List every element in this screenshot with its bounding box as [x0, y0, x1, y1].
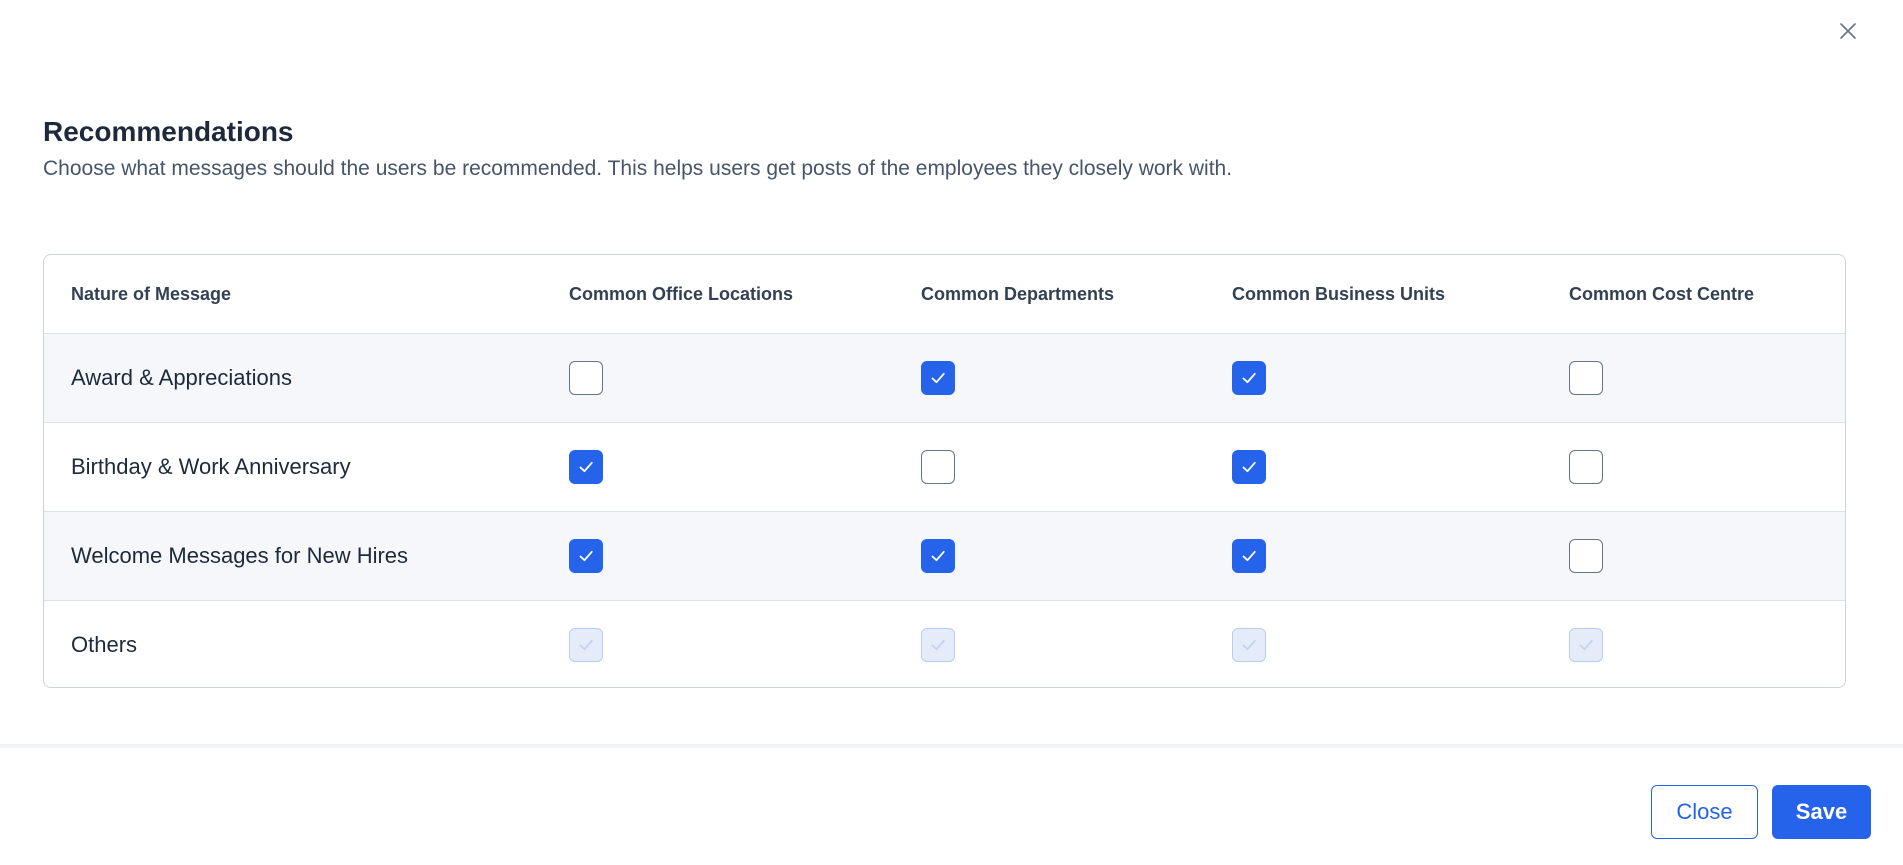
checkbox-cell	[569, 422, 921, 512]
dialog-header: Recommendations Choose what messages sho…	[43, 114, 1232, 184]
row-label: Birthday & Work Anniversary	[44, 422, 569, 512]
checkbox-departments[interactable]	[921, 450, 955, 484]
checkbox-office-locations[interactable]	[569, 361, 603, 395]
checkbox-cost-centre[interactable]	[1569, 450, 1603, 484]
table-row: Birthday & Work Anniversary	[44, 422, 1845, 512]
column-header-departments: Common Departments	[921, 255, 1232, 334]
close-button[interactable]: Close	[1651, 785, 1758, 839]
checkbox-cell	[1232, 511, 1569, 601]
checkbox-departments	[921, 628, 955, 662]
checkmark-icon	[1242, 550, 1256, 562]
checkbox-cell	[921, 600, 1232, 687]
column-header-office-locations: Common Office Locations	[569, 255, 921, 334]
row-label: Others	[44, 600, 569, 687]
checkbox-cell	[1232, 333, 1569, 423]
table-row: Award & Appreciations	[44, 333, 1845, 423]
close-icon[interactable]	[1833, 16, 1863, 46]
checkbox-cell	[569, 600, 921, 687]
dialog-description: Choose what messages should the users be…	[43, 157, 1233, 180]
dialog-footer: Close Save	[1651, 785, 1871, 839]
row-label: Award & Appreciations	[44, 333, 569, 423]
checkbox-cell	[1569, 333, 1845, 423]
checkbox-cell	[921, 511, 1232, 601]
row-label: Welcome Messages for New Hires	[44, 511, 569, 601]
checkmark-icon	[931, 372, 945, 384]
checkbox-cell	[1569, 511, 1845, 601]
column-header-nature: Nature of Message	[44, 255, 569, 334]
checkbox-cell	[1232, 600, 1569, 687]
table-header-row: Nature of Message Common Office Location…	[44, 255, 1845, 334]
recommendations-table-card: Nature of Message Common Office Location…	[43, 254, 1846, 688]
footer-divider	[0, 744, 1903, 748]
checkbox-cost-centre[interactable]	[1569, 539, 1603, 573]
checkbox-departments[interactable]	[921, 361, 955, 395]
table-body: Award & Appreciations Birthday & Work Ann…	[44, 333, 1845, 687]
save-button[interactable]: Save	[1772, 785, 1871, 839]
checkmark-icon	[1242, 639, 1256, 651]
checkmark-icon	[931, 550, 945, 562]
checkbox-office-locations	[569, 628, 603, 662]
checkmark-icon	[579, 639, 593, 651]
column-header-business-units: Common Business Units	[1232, 255, 1569, 334]
checkbox-office-locations[interactable]	[569, 539, 603, 573]
checkbox-cost-centre	[1569, 628, 1603, 662]
checkmark-icon	[1242, 372, 1256, 384]
checkbox-cost-centre[interactable]	[1569, 361, 1603, 395]
checkmark-icon	[1579, 639, 1593, 651]
dialog-title: Recommendations	[43, 116, 294, 147]
checkbox-cell	[921, 333, 1232, 423]
checkmark-icon	[931, 639, 945, 651]
checkmark-icon	[579, 550, 593, 562]
column-header-cost-centre: Common Cost Centre	[1569, 255, 1845, 334]
checkbox-business-units[interactable]	[1232, 361, 1266, 395]
checkbox-cell	[921, 422, 1232, 512]
checkbox-business-units[interactable]	[1232, 450, 1266, 484]
checkbox-business-units	[1232, 628, 1266, 662]
checkbox-departments[interactable]	[921, 539, 955, 573]
checkbox-cell	[1232, 422, 1569, 512]
checkbox-cell	[1569, 600, 1845, 687]
checkbox-cell	[569, 511, 921, 601]
checkmark-icon	[1242, 461, 1256, 473]
table-row: Others	[44, 600, 1845, 687]
checkmark-icon	[579, 461, 593, 473]
checkbox-office-locations[interactable]	[569, 450, 603, 484]
checkbox-cell	[569, 333, 921, 423]
recommendations-table: Nature of Message Common Office Location…	[44, 255, 1845, 687]
checkbox-cell	[1569, 422, 1845, 512]
checkbox-business-units[interactable]	[1232, 539, 1266, 573]
table-row: Welcome Messages for New Hires	[44, 511, 1845, 601]
